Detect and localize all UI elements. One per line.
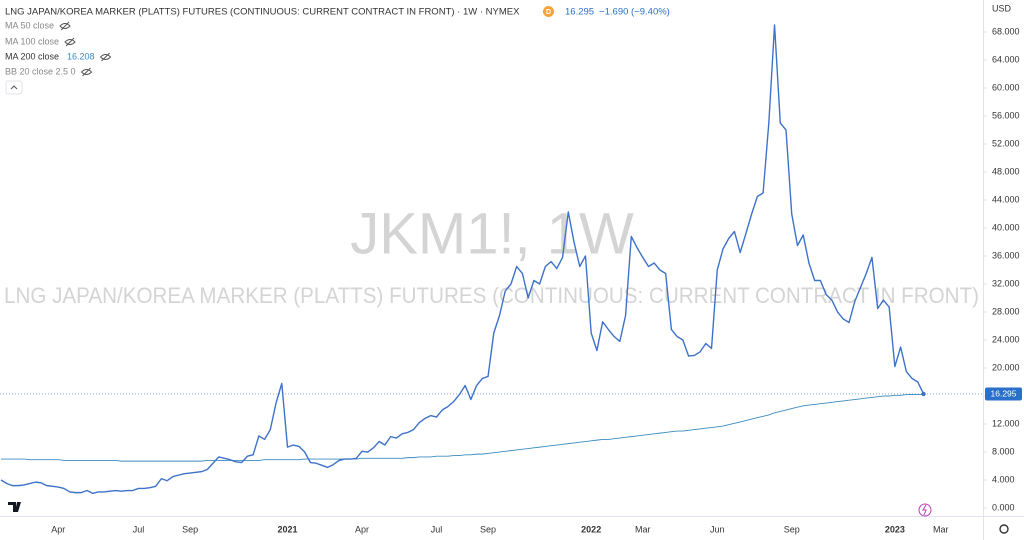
y-tick-label: 40.000 (992, 222, 1020, 232)
ma-value: 16.208 (67, 51, 95, 61)
legend-title: LNG JAPAN/KOREA MARKER (PLATTS) FUTURES … (5, 7, 520, 18)
tv-logo (8, 502, 21, 512)
x-tick-label: Mar (933, 524, 949, 534)
collapse-button[interactable] (5, 80, 23, 95)
y-tick-label: 64.000 (992, 54, 1020, 64)
y-tick-label: 8.000 (992, 446, 1015, 456)
y-tick-label: 24.000 (992, 334, 1020, 344)
visibility-icon (99, 52, 112, 62)
logo (8, 502, 21, 512)
x-tick-label: 2021 (277, 524, 297, 534)
watermark-symbol: JKM1!, 1W (350, 201, 634, 266)
x-tick-label: Sep (182, 524, 198, 534)
x-tick-label: Apr (51, 524, 65, 534)
plot (0, 24, 983, 495)
y-tick-label: 36.000 (992, 250, 1020, 260)
x-tick-label: 2022 (581, 524, 601, 534)
collapse-icon (10, 85, 18, 90)
indicator-label: BB 20 close 2.5 0 (5, 66, 76, 76)
currency-label: USD (992, 3, 1012, 13)
x-tick-label: 2023 (885, 524, 905, 534)
last-price-dot (921, 391, 926, 397)
y-tick-label: 48.000 (992, 166, 1020, 176)
y-tick-label: 44.000 (992, 194, 1020, 204)
y-tick-label: 68.000 (992, 26, 1020, 36)
indicator-label: MA 100 close (5, 36, 59, 46)
settings-icon[interactable] (999, 524, 1009, 534)
x-tick-label: Mar (635, 524, 651, 534)
badge-bg (543, 6, 554, 17)
y-tick-label: 20.000 (992, 362, 1020, 372)
y-tick-label: 52.000 (992, 138, 1020, 148)
x-tick-label: Sep (480, 524, 496, 534)
watermark: JKM1!, 1W LNG JAPAN/KOREA MARKER (PLATTS… (4, 201, 979, 307)
y-tick-label: 0.000 (992, 502, 1015, 512)
y-tick-label: 4.000 (992, 474, 1015, 484)
alert-icon[interactable] (918, 503, 932, 517)
x-tick-label: Sep (784, 524, 800, 534)
y-tick-label: 60.000 (992, 82, 1020, 92)
visibility-icon (80, 67, 93, 77)
price-tag-bg (985, 387, 1022, 401)
price-line (0, 24, 925, 495)
price-change: −1.690 (−9.40%) (599, 7, 670, 18)
watermark-subtitle: LNG JAPAN/KOREA MARKER (PLATTS) FUTURES … (4, 283, 979, 308)
alert-bolt (922, 504, 927, 516)
y-tick-label: 28.000 (992, 306, 1020, 316)
y-tick-label: 56.000 (992, 110, 1020, 120)
last-price: 16.295 (565, 7, 594, 18)
indicator-label: MA 50 close (5, 20, 54, 30)
x-tick-label: Jul (133, 524, 145, 534)
badge: D (546, 9, 551, 16)
visibility-icon (59, 21, 71, 31)
legend: LNG JAPAN/KOREA MARKER (PLATTS) FUTURES … (5, 6, 670, 95)
x-tick-label: Jun (710, 524, 725, 534)
ma-label: MA 200 close (5, 51, 59, 61)
x-tick-label: Jul (431, 524, 443, 534)
x-tick-label: Apr (355, 524, 369, 534)
ma-line (1, 394, 924, 462)
y-tick-label: 32.000 (992, 278, 1020, 288)
price-tag: 16.295 (991, 389, 1017, 399)
visibility-icon (64, 37, 76, 47)
y-tick-label: 12.000 (992, 418, 1020, 428)
